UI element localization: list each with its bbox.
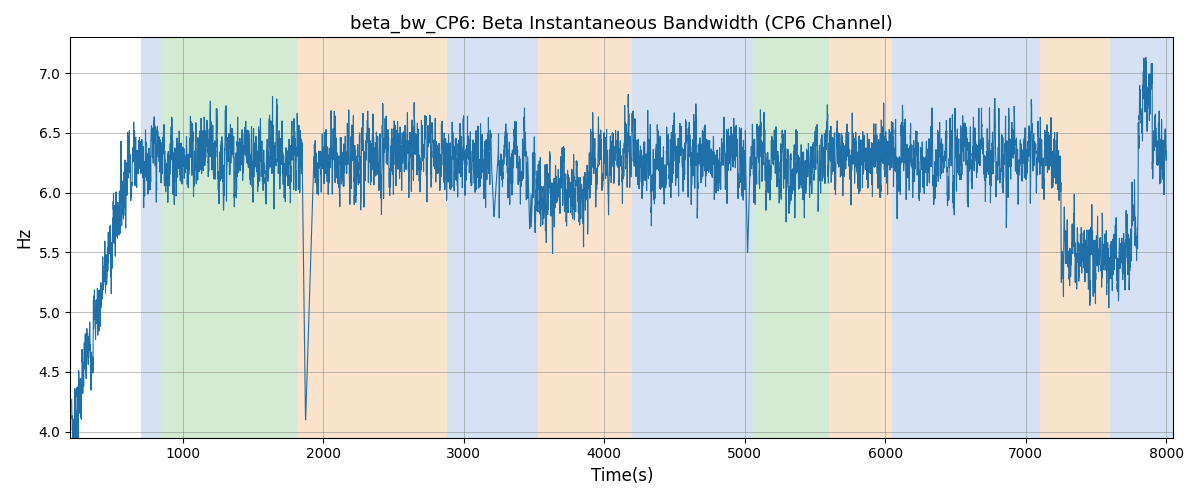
Title: beta_bw_CP6: Beta Instantaneous Bandwidth (CP6 Channel): beta_bw_CP6: Beta Instantaneous Bandwidt… bbox=[350, 15, 893, 34]
Bar bbox=[731, 38, 754, 438]
Y-axis label: Hz: Hz bbox=[16, 227, 34, 248]
Bar bbox=[893, 38, 1040, 438]
Bar bbox=[1110, 38, 1174, 438]
Bar bbox=[162, 38, 298, 438]
Bar bbox=[1040, 38, 1110, 438]
Bar bbox=[829, 38, 893, 438]
Bar bbox=[140, 38, 162, 438]
Bar bbox=[298, 38, 446, 438]
Bar bbox=[539, 38, 632, 438]
Bar bbox=[632, 38, 731, 438]
Bar bbox=[446, 38, 539, 438]
X-axis label: Time(s): Time(s) bbox=[590, 467, 653, 485]
Bar bbox=[754, 38, 829, 438]
